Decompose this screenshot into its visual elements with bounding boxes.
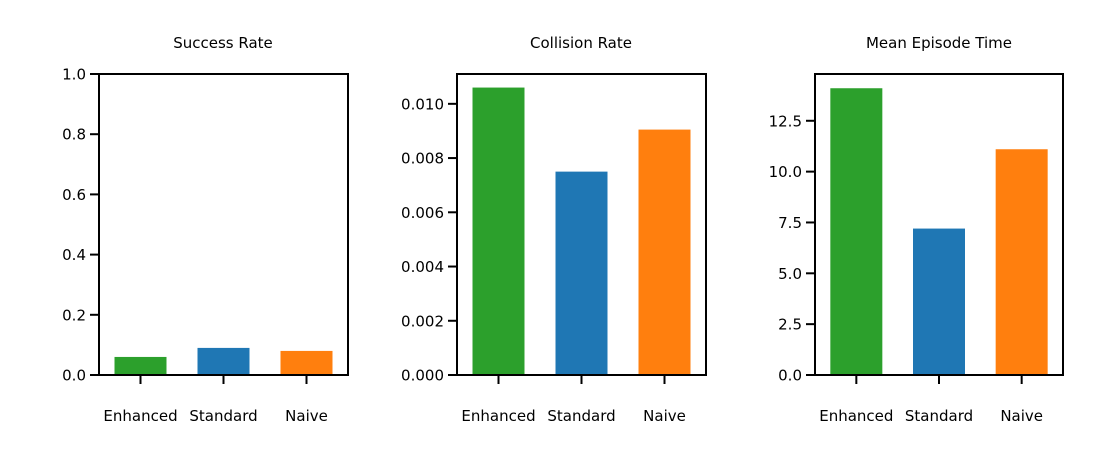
x-tick-label: Standard [547, 407, 615, 425]
y-tick-label: 12.5 [769, 112, 802, 130]
x-tick-label: Naive [1000, 407, 1043, 425]
x-tick-label: Enhanced [461, 407, 535, 425]
bar [638, 129, 691, 375]
y-tick-label: 0.000 [401, 367, 444, 385]
x-axis-ticks: Enhanced Standard Naive [103, 375, 328, 425]
y-tick-label: 0.4 [62, 246, 86, 264]
panel-success-rate: Success Rate 0.0 0.2 0.4 0.6 0.8 1.0 Enhanced… [62, 34, 349, 425]
bar [472, 87, 525, 375]
x-axis-ticks: Enhanced Standard Naive [819, 375, 1043, 425]
panel-collision-rate: Collision Rate 0.000 0.002 0.004 0.006 0.008… [401, 34, 707, 425]
y-axis-ticks: 0.0 0.2 0.4 0.6 0.8 1.0 [62, 66, 99, 385]
bar [995, 149, 1048, 375]
y-axis-ticks: 0.0 2.5 5.0 7.5 10.0 12.5 [769, 112, 815, 385]
x-tick-label: Standard [189, 407, 257, 425]
x-tick-label: Naive [643, 407, 686, 425]
x-tick-label: Standard [905, 407, 973, 425]
bars [114, 347, 333, 375]
y-tick-label: 1.0 [62, 66, 86, 84]
y-axis-ticks: 0.000 0.002 0.004 0.006 0.008 0.010 [401, 95, 457, 385]
y-tick-label: 0.006 [401, 204, 444, 222]
chart-title: Success Rate [173, 34, 273, 52]
bar [555, 171, 608, 375]
y-tick-label: 0.6 [62, 186, 86, 204]
y-tick-label: 7.5 [778, 214, 802, 232]
y-tick-label: 0.0 [62, 367, 86, 385]
bar [830, 88, 883, 376]
bars [830, 88, 1048, 376]
plot-frame [98, 73, 349, 376]
bars [472, 87, 691, 375]
y-tick-label: 10.0 [769, 163, 802, 181]
bar [197, 347, 250, 375]
panel-mean-episode-time: Mean Episode Time 0.0 2.5 5.0 7.5 10.0 12.5 E… [769, 34, 1064, 425]
x-tick-label: Enhanced [819, 407, 893, 425]
x-axis-ticks: Enhanced Standard Naive [461, 375, 686, 425]
x-tick-label: Naive [285, 407, 328, 425]
bar [913, 228, 965, 375]
chart-title: Collision Rate [530, 34, 632, 52]
y-tick-label: 0.004 [401, 258, 444, 276]
y-tick-label: 5.0 [778, 265, 802, 283]
y-tick-label: 0.008 [401, 150, 444, 168]
x-tick-label: Enhanced [103, 407, 177, 425]
y-tick-label: 0.002 [401, 312, 444, 330]
y-tick-label: 0.010 [401, 95, 444, 113]
y-tick-label: 0.8 [62, 126, 86, 144]
y-tick-label: 0.2 [62, 306, 86, 324]
chart-title: Mean Episode Time [866, 34, 1012, 52]
bar [280, 350, 333, 375]
y-tick-label: 2.5 [778, 316, 802, 334]
bar [114, 356, 167, 375]
y-tick-label: 0.0 [778, 367, 802, 385]
